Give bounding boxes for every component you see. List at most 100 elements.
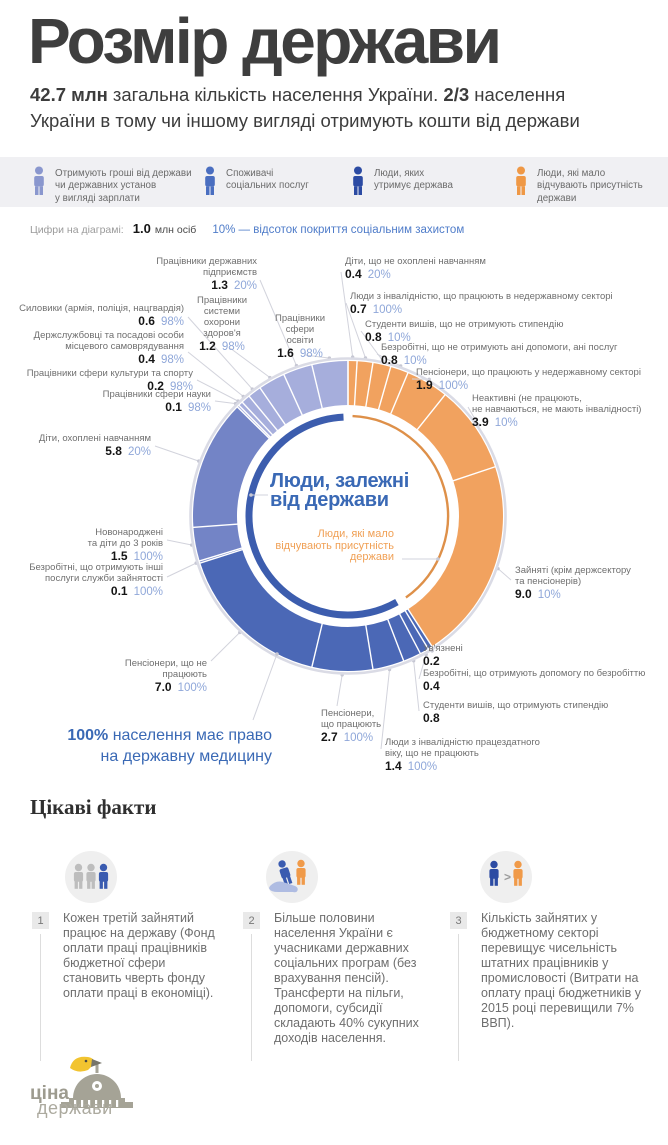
- leader-dot: [411, 659, 416, 663]
- fact-divider: [40, 934, 41, 1061]
- chart-label-pct: 100%: [177, 682, 207, 694]
- chart-label-name: Пенсіонери, що не працюють: [124, 658, 207, 680]
- leader-dot: [249, 493, 253, 497]
- chart-label-value: 3.9: [472, 415, 489, 429]
- segment-separator: [192, 523, 239, 529]
- chart-label: Працівники державних підприємств 1.3 20%: [156, 256, 257, 293]
- chart-label-name: Люди з інвалідністю, що працюють в недер…: [350, 291, 613, 302]
- chart-label-name: Неактивні (не працюють, не навчаються, н…: [472, 393, 642, 415]
- segment-separator: [416, 393, 447, 431]
- note-coverage: 10% — відсоток покриття соціальним захис…: [212, 224, 465, 236]
- donut-segment: [283, 365, 323, 415]
- chart-label-name: Безробітні, що отримують допомогу по без…: [423, 668, 646, 679]
- segment-separator: [452, 465, 497, 482]
- leader-dot: [250, 387, 254, 391]
- segment-separator: [407, 608, 434, 648]
- chart-label: Люди з інвалідністю працездатного віку, …: [385, 737, 540, 774]
- chart-label-name: Безробітні, що не отримують ані допомоги…: [381, 342, 618, 353]
- facts-heading: Цікаві факти: [30, 795, 157, 819]
- people-trio-icon: [65, 851, 117, 903]
- leader-line: [252, 653, 278, 721]
- inner-arc: [245, 413, 399, 619]
- legend-item: Споживачі соціальних послуг: [203, 166, 309, 196]
- donut-outer-ring: [189, 357, 507, 675]
- chart-label: Пенсіонери, що працюють у недержавному с…: [416, 367, 641, 393]
- leader-dot: [363, 356, 368, 360]
- bird-icon: [70, 1056, 102, 1072]
- fact-divider: [458, 934, 459, 1061]
- chart-label: Силовики (армія, поліція, нацгвардія) 0.6…: [19, 303, 184, 329]
- legend-item-label: Люди, яких утримує держава: [374, 168, 453, 192]
- donut-segment: [387, 614, 421, 661]
- chart-label-value: 0.1: [110, 584, 128, 598]
- chart-label-name: Діти, що не охоплені навчанням: [345, 256, 486, 267]
- leader-dot: [197, 459, 201, 463]
- segment-separator: [238, 404, 272, 439]
- chart-label-name: Працівники сфери освіти: [274, 313, 326, 346]
- chart-label-value: 1.4: [385, 759, 402, 773]
- medicine-note: 100% населення має право на державну мед…: [67, 727, 272, 765]
- chart-label-name: Пенсіонери, що працюють: [321, 708, 382, 730]
- chart-label-pct: 100%: [372, 304, 403, 316]
- leader-line: [336, 674, 343, 707]
- chart-label: Безробітні, що отримують допомогу по без…: [423, 668, 645, 693]
- fact-number: 2: [243, 912, 260, 929]
- chart-label-value: 0.2: [423, 654, 440, 668]
- segment-separator: [236, 406, 271, 440]
- chart-label-name: Працівники державних підприємств: [156, 256, 257, 278]
- leader-line: [166, 539, 192, 546]
- chart-label-name: Люди з інвалідністю працездатного віку, …: [385, 737, 540, 759]
- person-icon: [205, 166, 215, 195]
- chart-label-name: Держслужбовці та посадові особи місцевог…: [33, 330, 184, 352]
- segment-separator: [198, 547, 243, 562]
- person-greater-icon: >: [480, 851, 532, 903]
- leader-dot: [236, 399, 240, 403]
- chart-label-value: 0.4: [423, 679, 440, 693]
- chart-label-value: 0.7: [350, 302, 367, 316]
- legend-item-label: Отримують гроші від держави чи державних…: [55, 168, 192, 204]
- fact-text: Кожен третій зайнятий працює на державу …: [63, 911, 215, 1000]
- svg-text:>: >: [504, 870, 511, 884]
- segment-separator: [282, 373, 304, 417]
- chart-label-value: 2.7: [321, 730, 338, 744]
- chart-label-pct: 98%: [160, 354, 184, 366]
- chart-label-value: 1.9: [416, 378, 433, 392]
- fact-text: Кількість зайнятих у бюджетному секторі …: [481, 911, 642, 1030]
- logo-line2: держави: [37, 1098, 113, 1118]
- leader-dot: [268, 375, 272, 380]
- legend-item: Люди, які мало відчувають присутність де…: [514, 166, 643, 205]
- segment-separator: [386, 618, 405, 662]
- chart-label: Неактивні (не працюють, не навчаються, н…: [472, 393, 641, 430]
- leader-dot: [436, 557, 440, 561]
- donut-segment: [365, 363, 391, 410]
- chart-label-value: 5.8: [105, 444, 122, 458]
- chart-label-name: Новонароджені та діти до 3 років: [87, 527, 163, 549]
- chart-label-name: Працівники сфери культури та спорту: [26, 368, 193, 379]
- chart-label-value: 7.0: [154, 680, 172, 694]
- chart-label-pct: 100%: [133, 586, 163, 598]
- chart-label: Працівники сфери культури та спорту 0.2 98…: [27, 368, 193, 394]
- chart-label-value: 1.2: [199, 339, 216, 353]
- chart-label-value: 0.1: [165, 400, 182, 414]
- donut-segment: [354, 361, 373, 407]
- chart-label-pct: 20%: [367, 269, 391, 281]
- note-value: 1.0: [132, 221, 151, 236]
- page-title: Розмір держави: [28, 5, 502, 77]
- legend-item: Отримують гроші від держави чи державних…: [32, 166, 192, 205]
- chart-label-pct: 20%: [233, 280, 257, 292]
- chart-label-pct: 98%: [169, 381, 193, 393]
- note-unit: млн осіб: [154, 224, 197, 236]
- leader-dot: [233, 401, 238, 406]
- cost-of-state-logo: [61, 1056, 133, 1108]
- hand-people-icon: [266, 851, 318, 903]
- leader-dot: [194, 561, 198, 565]
- chart-label-value: 1.5: [110, 549, 128, 563]
- page-subtitle: 42.7 млн загальна кількість населення Ук…: [30, 84, 580, 131]
- leader-dot: [294, 363, 299, 368]
- chart-label-value: 0.8: [381, 353, 398, 367]
- person-icon: [34, 166, 44, 195]
- chart-label-pct: 10%: [387, 332, 411, 344]
- leader-dot: [327, 356, 332, 360]
- donut-segment: [260, 374, 303, 425]
